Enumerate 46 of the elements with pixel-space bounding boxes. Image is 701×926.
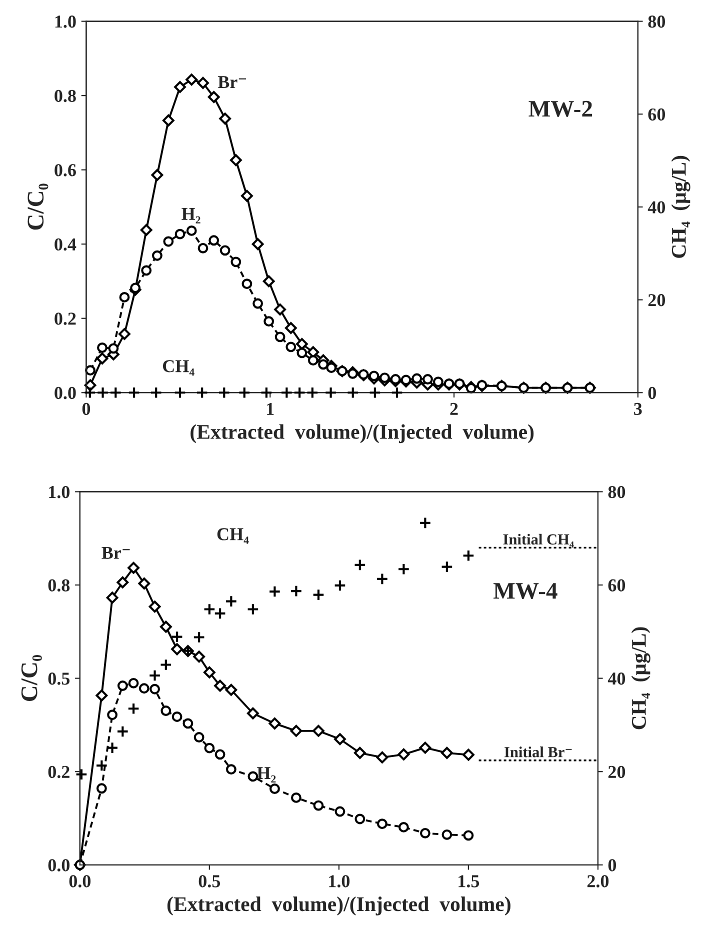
annotation: H₂ xyxy=(256,767,276,783)
y2-tick-label: 80 xyxy=(608,486,626,498)
y2-tick-label: 60 xyxy=(608,579,626,592)
x-tick-label: 0.0 xyxy=(69,875,91,888)
annotation: Br⁻ xyxy=(218,76,246,88)
y2-tick-label: 0 xyxy=(648,386,656,400)
ref-line-label: Initial CH₄ xyxy=(503,534,574,548)
x-axis-title: (Extracted volume)/(Injected volume) xyxy=(190,424,534,444)
y-tick-label: 0.6 xyxy=(54,164,76,176)
y2-tick-label: 40 xyxy=(648,201,665,214)
y-tick-label: 1.0 xyxy=(49,486,70,498)
y-axis-title: C/C₀ xyxy=(28,184,48,230)
annotation: Br⁻ xyxy=(102,546,130,559)
y2-tick-label: 80 xyxy=(648,16,665,28)
annotation: CH₄ xyxy=(217,528,249,544)
annotation: MW-4 xyxy=(493,583,558,599)
annotation: H₂ xyxy=(182,208,200,224)
y2-tick-label: 60 xyxy=(648,108,665,121)
x-axis-title: (Extracted volume)/(Injected volume) xyxy=(167,896,510,916)
annotation: MW-2 xyxy=(528,100,592,117)
x-tick-label: 2 xyxy=(450,402,458,415)
x-tick-label: 0.5 xyxy=(198,875,220,888)
y-tick-label: 0.8 xyxy=(54,90,76,102)
y-axis-title: C/C₀ xyxy=(21,654,42,702)
x-tick-label: 3 xyxy=(634,402,642,416)
y-tick-label: 1.0 xyxy=(55,16,76,28)
annotation: CH₄ xyxy=(162,360,194,376)
y2-tick-label: 20 xyxy=(608,766,626,778)
y-tick-label: 0.0 xyxy=(54,386,76,400)
y2-axis-title: CH₄ (µg/L) xyxy=(631,627,650,730)
y-tick-label: 0.5 xyxy=(48,672,70,685)
y-tick-label: 0.2 xyxy=(48,766,70,778)
y-tick-label: 0.2 xyxy=(54,312,76,325)
y-tick-label: 0.0 xyxy=(48,859,70,872)
y-tick-label: 0.8 xyxy=(48,579,70,592)
x-tick-label: 1 xyxy=(267,402,274,415)
x-tick-label: 1.0 xyxy=(329,875,350,888)
y-tick-label: 0.4 xyxy=(54,238,76,251)
y2-axis-title: CH₄ (µg/L) xyxy=(671,156,690,258)
x-tick-label: 2.0 xyxy=(587,875,609,888)
ref-line-label: Initial Br⁻ xyxy=(504,746,572,758)
y2-tick-label: 20 xyxy=(648,294,665,306)
y2-tick-label: 40 xyxy=(608,672,626,685)
x-tick-label: 1.5 xyxy=(458,875,480,888)
y2-tick-label: 0 xyxy=(608,859,616,872)
x-tick-label: 0 xyxy=(82,402,90,416)
